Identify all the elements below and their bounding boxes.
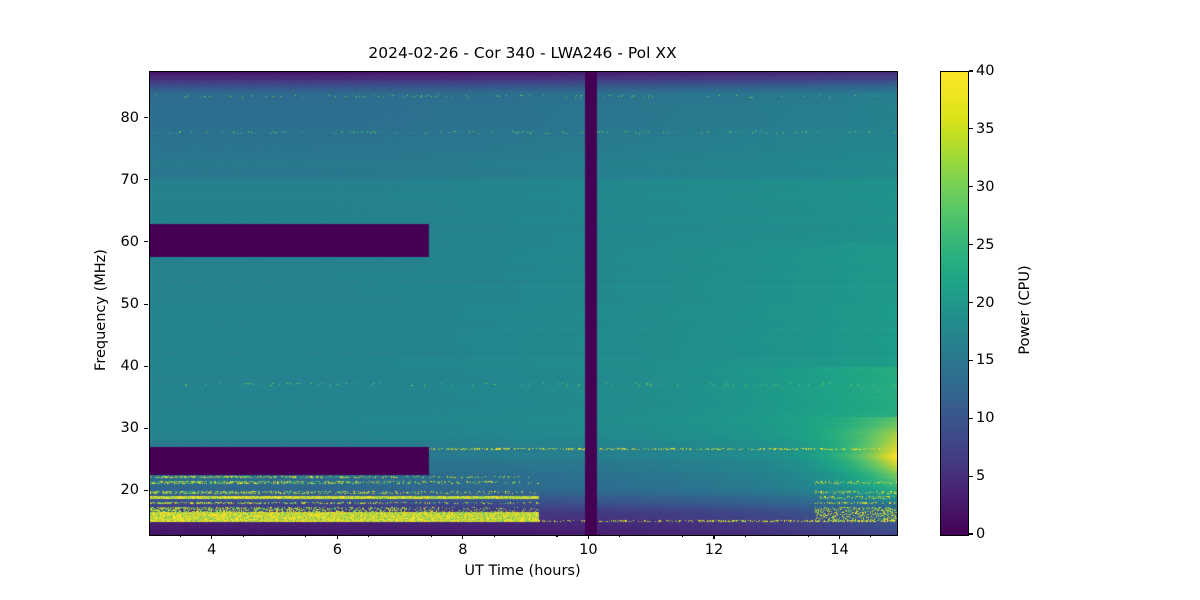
x-tick-minor <box>179 535 181 538</box>
y-tick-label: 50 <box>120 296 139 313</box>
colorbar-tick-label: 35 <box>976 120 995 137</box>
y-tick-major <box>144 179 148 181</box>
x-tick-major <box>587 535 589 539</box>
colorbar-tick <box>969 475 973 477</box>
colorbar-tick-label: 30 <box>976 178 995 195</box>
colorbar-tick <box>969 244 973 246</box>
x-tick-minor <box>619 535 621 538</box>
x-tick-minor <box>368 535 370 538</box>
colorbar-tick-label: 25 <box>976 236 995 253</box>
spectrogram-axes <box>149 71 898 536</box>
x-tick-label: 4 <box>207 542 217 558</box>
y-tick-major <box>144 117 148 119</box>
y-axis-label: Frequency (MHz) <box>93 249 109 371</box>
y-tick-major <box>144 427 148 429</box>
y-tick-label: 20 <box>120 482 139 499</box>
x-tick-minor <box>556 535 558 538</box>
colorbar-gradient <box>941 72 968 535</box>
x-tick-major <box>336 535 338 539</box>
y-tick-label: 40 <box>120 358 139 375</box>
spectrogram-heatmap <box>150 72 897 535</box>
y-tick-label: 70 <box>120 171 139 188</box>
x-tick-label: 10 <box>579 542 598 558</box>
colorbar-tick <box>969 301 973 304</box>
x-tick-major <box>838 535 841 539</box>
colorbar-tick <box>969 359 973 361</box>
x-tick-minor <box>305 535 307 538</box>
x-tick-major <box>211 535 213 539</box>
colorbar-tick-label: 5 <box>976 468 986 485</box>
y-tick-label: 30 <box>120 420 139 437</box>
y-tick-label: 60 <box>120 233 139 250</box>
x-tick-label: 6 <box>332 542 342 558</box>
y-tick-major <box>144 241 148 243</box>
y-tick-major <box>144 365 148 367</box>
x-tick-label: 8 <box>458 542 468 558</box>
colorbar-tick-label: 20 <box>976 294 995 311</box>
x-tick-label: 14 <box>830 542 849 558</box>
page-title: 2024-02-26 - Cor 340 - LWA246 - Pol XX <box>368 44 677 62</box>
y-tick-major <box>144 303 148 305</box>
colorbar-label: Power (CPU) <box>1017 265 1033 355</box>
colorbar-tick-label: 10 <box>976 410 995 427</box>
colorbar-tick-label: 15 <box>976 352 995 369</box>
x-tick-minor <box>242 535 244 538</box>
colorbar-tick-label: 0 <box>976 526 986 542</box>
x-tick-minor <box>682 535 684 538</box>
colorbar <box>940 71 969 536</box>
colorbar-tick <box>969 186 973 188</box>
colorbar-tick-label: 40 <box>976 63 995 79</box>
x-tick-minor <box>807 535 809 538</box>
colorbar-tick <box>969 128 973 130</box>
x-tick-label: 12 <box>704 542 724 558</box>
y-tick-major <box>144 489 148 492</box>
x-tick-major <box>462 535 464 539</box>
x-axis-label: UT Time (hours) <box>464 563 581 579</box>
colorbar-tick <box>969 70 973 72</box>
colorbar-tick <box>969 417 973 419</box>
x-tick-major <box>713 535 715 539</box>
y-tick-label: 80 <box>120 109 139 126</box>
x-tick-minor <box>493 535 495 538</box>
x-tick-minor <box>744 535 746 538</box>
x-tick-minor <box>870 535 872 538</box>
x-tick-minor <box>430 535 433 538</box>
colorbar-tick <box>969 533 973 535</box>
